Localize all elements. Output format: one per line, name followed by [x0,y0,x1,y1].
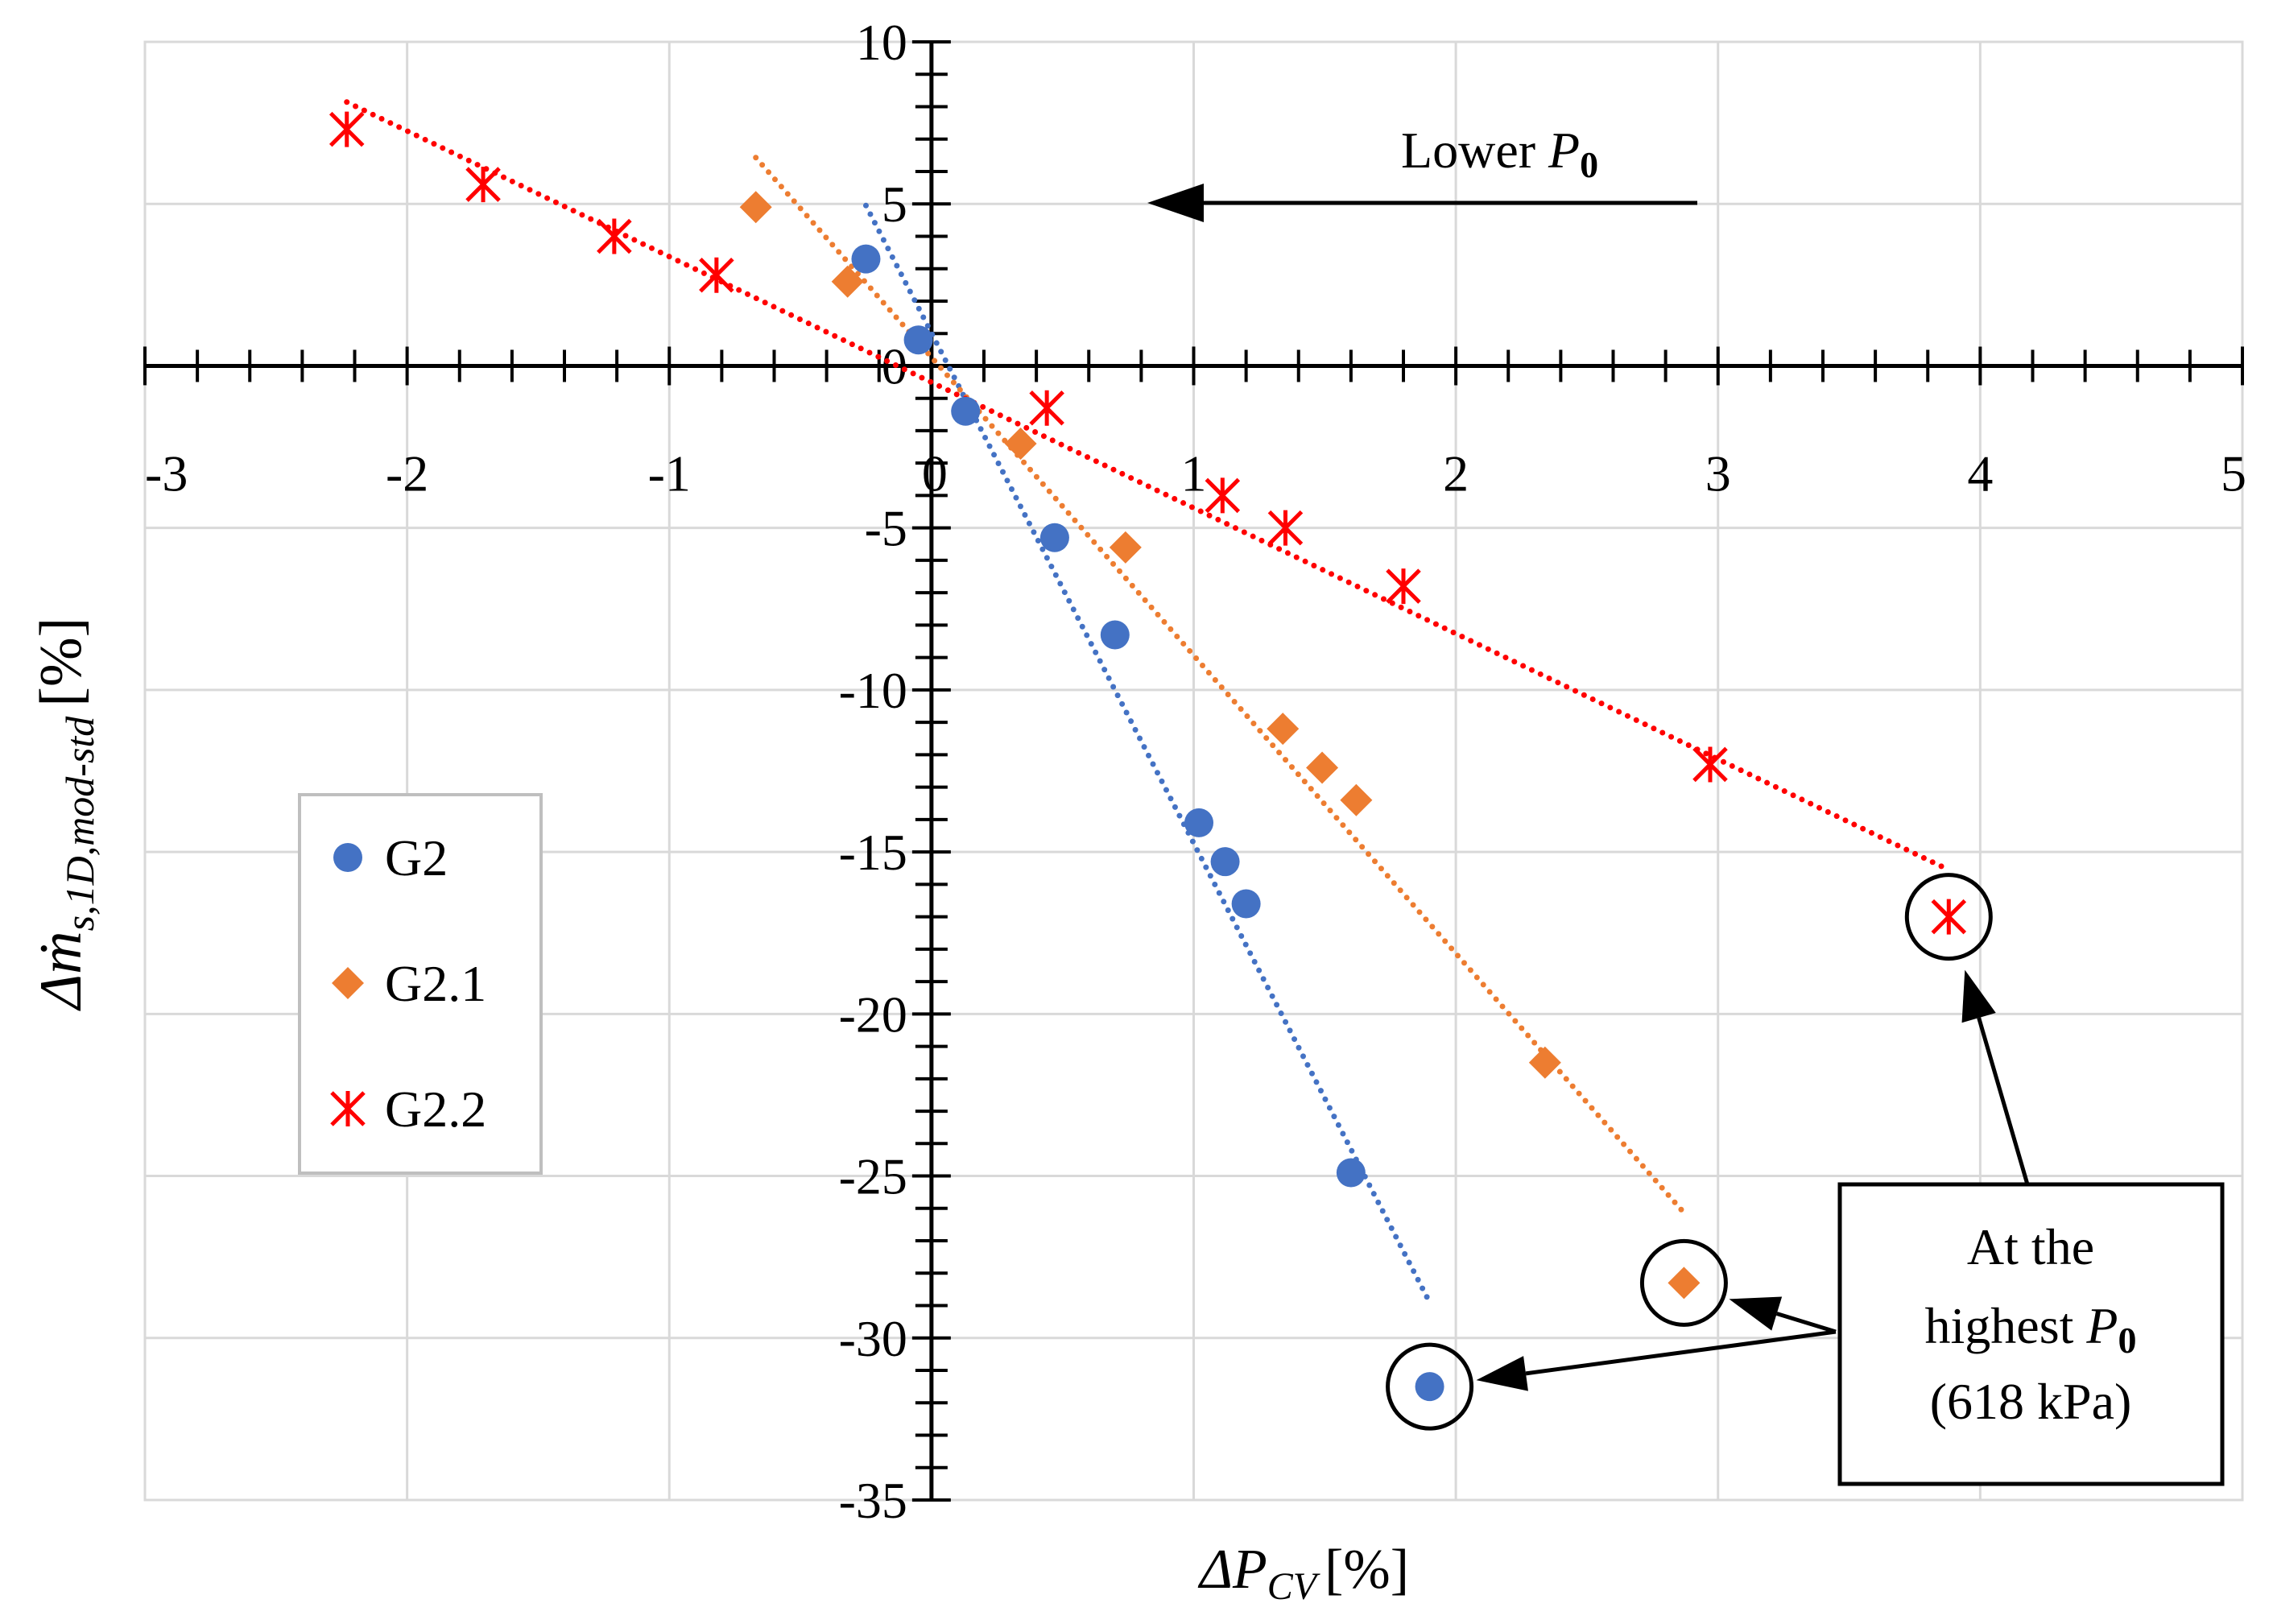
point-g2-1 [1528,1046,1561,1079]
plot-area-border [143,40,2244,1502]
legend-label: G2.1 [385,955,486,1012]
x-axis-title: ΔPCV [%] [1197,1539,1409,1608]
y-axis-title-unit: [%] [28,618,94,707]
point-g2 [951,396,981,426]
highest-point-callouts [1386,873,2030,1431]
x-tick-label: 3 [1705,444,1731,502]
point-g2 [903,325,933,355]
highlight-circle [1639,1238,1728,1327]
point-g2 [1231,889,1261,919]
point-g2 [1039,523,1069,552]
point-g2-1 [1668,1267,1701,1300]
point-g2-2 [1692,746,1728,783]
legend-marker-g2-2 [330,1091,366,1126]
highlight-circle [1386,1342,1474,1431]
x-axis-title-sub: CV [1267,1565,1320,1608]
point-g2-1 [739,191,772,224]
x-tick-label: 4 [1967,444,1993,502]
y-tick-label: -15 [839,824,907,881]
x-tick-label: -3 [145,444,188,502]
legend-marker-g2 [333,843,362,872]
legend: G2 G2.1 G2.2 [298,793,543,1175]
x-tick-label: 2 [1443,444,1469,502]
highest-p0-line-1: At the [1967,1218,2094,1275]
point-g2 [1100,620,1130,650]
legend-label: G2.2 [385,1081,486,1138]
point-g2 [1415,1372,1444,1402]
arrow-to-g2-1 [1729,1296,1837,1334]
highest-p0-box [1837,1182,2225,1486]
lower-p0-annotation: Lower P0 [1147,122,1697,222]
callout-arrow-shaft [1775,1312,1837,1334]
lower-p0-subscript: 0 [1580,144,1598,185]
arrow-to-g2 [1476,1329,1837,1391]
point-g2-1 [831,265,864,298]
point-g2-2 [1386,568,1421,605]
y-tick-label: -30 [839,1310,907,1367]
callout-arrow-shaft [1977,1017,2030,1185]
point-g2-2 [1931,899,1967,935]
point-g2 [851,244,881,274]
point-g2-2 [1205,477,1241,514]
x-tick-label: -2 [386,444,428,502]
y-tick-label: -25 [839,1148,907,1205]
highest-p0-line-3: (618 kPa) [1930,1373,2132,1430]
x-tick-label: 5 [2221,444,2246,502]
x-axis-title-main: ΔP [1197,1539,1267,1601]
point-g2 [1184,808,1214,837]
y-tick-label: -10 [839,662,907,719]
highest-p0-symbol: P [2085,1297,2118,1354]
point-g2-2 [329,111,365,147]
callout-arrow-shaft [1525,1329,1837,1376]
y-tick-label: -35 [839,1472,907,1529]
callout-arrow-head [1961,969,1996,1023]
lower-p0-arrow-head [1147,184,1204,222]
legend-items: G2 G2.1 G2.2 [330,829,486,1138]
highest-p0-subscript: 0 [2118,1320,2136,1361]
y-tick-label: 5 [882,176,907,233]
point-g2-2 [699,257,734,293]
highlight-circle [1904,873,1993,961]
y-axis-title-sub: s,1D,mod-std [57,716,102,932]
lower-p0-prefix: Lower [1401,122,1548,179]
y-axis-title: Δṁs,1D,mod-std [%] [28,618,102,1012]
lower-p0-symbol: P [1548,122,1580,179]
callout-arrow-head [1729,1296,1783,1331]
point-g2 [1210,847,1240,877]
point-g2-1 [1004,428,1037,461]
callout-arrow-head [1476,1356,1528,1391]
arrow-to-g2-2 [1961,969,2030,1185]
x-tick-label: 0 [922,444,948,502]
lower-p0-label: Lower P0 [1401,122,1598,185]
legend-label: G2 [385,829,448,886]
point-g2-1 [1306,751,1339,784]
point-g2 [1336,1158,1366,1188]
point-g2-2 [1029,390,1064,426]
axes: -3-2-10123451050-5-10-15-20-25-30-35 [143,14,2246,1529]
point-g2-1 [1267,713,1300,746]
point-g2-1 [1109,531,1142,564]
x-axis-title-unit: [%] [1325,1539,1409,1601]
y-tick-label: 10 [856,14,907,71]
x-tick-label: -1 [648,444,691,502]
trendline-g2-2 [344,99,1952,873]
data-points [329,111,1967,1402]
y-tick-label: -20 [839,986,907,1043]
legend-marker-g2-1 [332,967,364,999]
highest-p0-line-2: highest P0 [1925,1297,2137,1361]
point-g2-2 [1267,510,1304,546]
x-tick-label: 1 [1181,444,1207,502]
y-tick-label: -5 [865,500,907,557]
highest-p0-annotation: At the highest P0 (618 kPa) [1837,1182,2225,1486]
point-g2-1 [1340,783,1373,816]
point-g2-2 [597,218,632,254]
highest-p0-prefix: highest [1925,1297,2087,1354]
point-g2-2 [465,167,501,203]
y-axis-title-main: Δṁ [28,931,94,1011]
